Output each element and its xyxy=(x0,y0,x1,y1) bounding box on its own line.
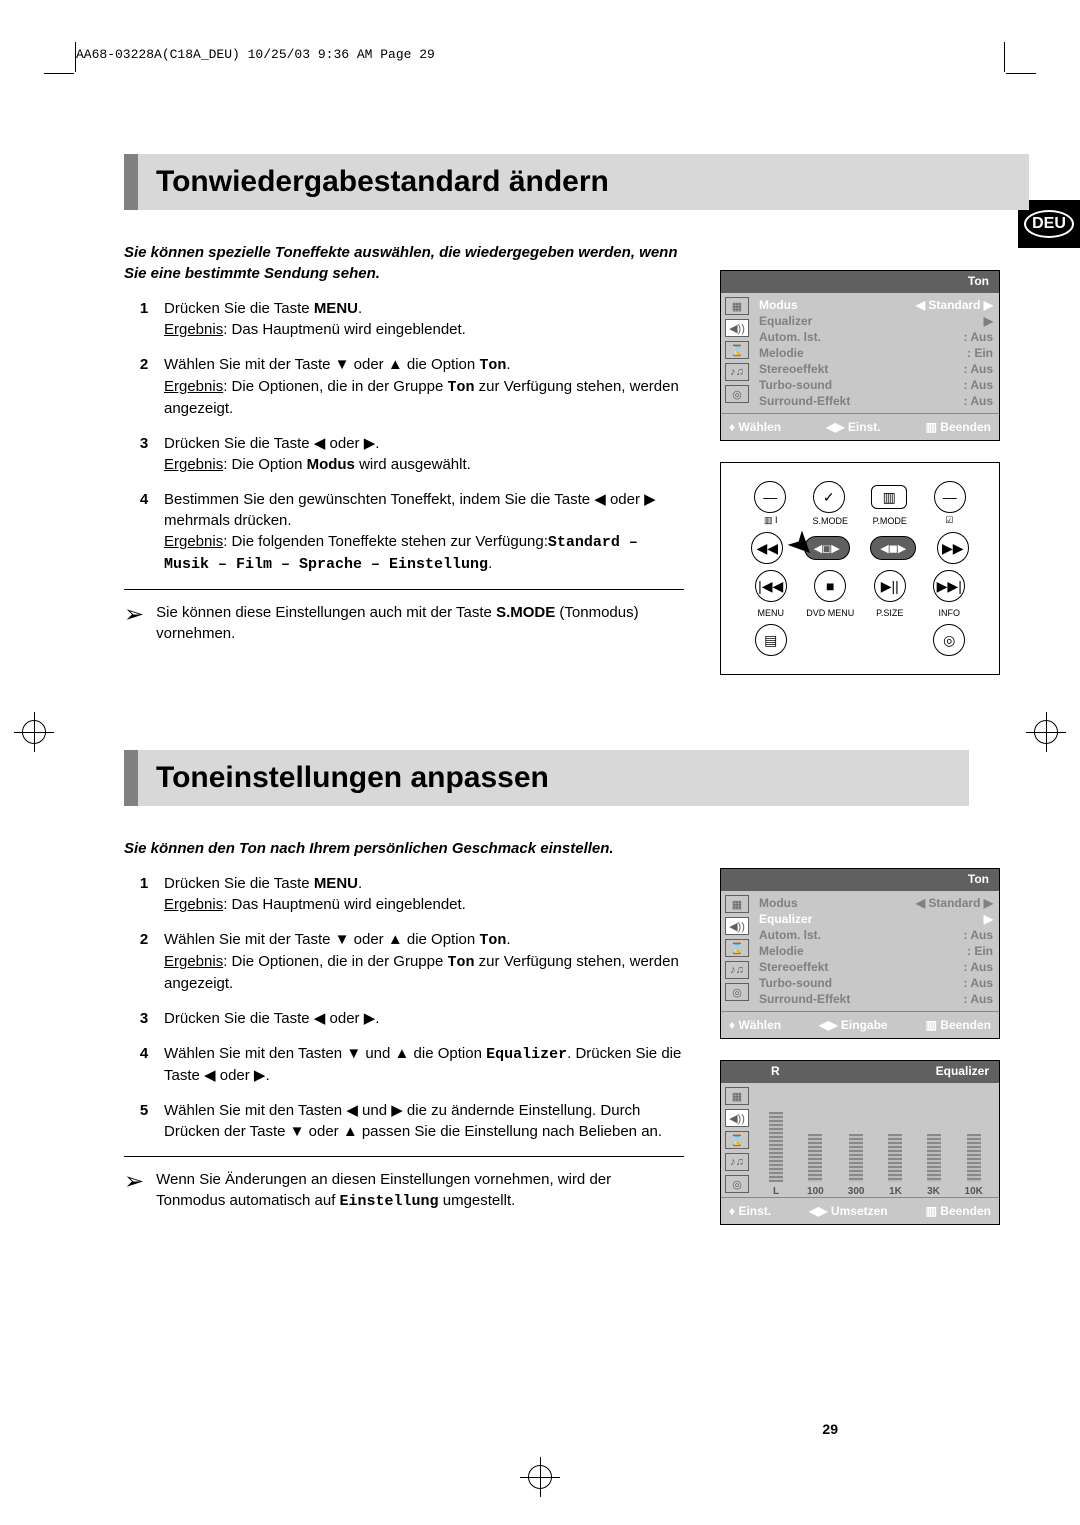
osd-icon-col: ▦◀))⌛♪♫◎ xyxy=(721,293,753,413)
eq-band: L xyxy=(769,1112,783,1197)
remote-menu[interactable]: ▥ xyxy=(871,485,907,509)
osd1-footer: ♦ Wählen◀▶ Einst.▥ Beenden xyxy=(721,413,999,440)
instruction-step: 1Drücken Sie die Taste MENU.Ergebnis: Da… xyxy=(124,298,684,340)
osd-row: Stereoeffekt: Aus xyxy=(759,959,993,975)
remote-smode-label: S.MODE xyxy=(803,516,857,526)
instruction-step: 3Drücken Sie die Taste ◀ oder ▶.Ergebnis… xyxy=(124,433,684,475)
registration-mark xyxy=(22,720,46,744)
remote-vol-up[interactable]: — xyxy=(934,481,966,513)
eq-footer: ♦ Einst.◀▶ Umsetzen▥ Beenden xyxy=(721,1197,999,1224)
osd-panel-ton2: Ton ▦◀))⌛♪♫◎ Modus◀ Standard ▶Equalizer▶… xyxy=(720,868,1000,1039)
remote-pmode-label: P.MODE xyxy=(863,516,917,526)
language-code: DEU xyxy=(1024,210,1074,238)
osd-row: Melodie: Ein xyxy=(759,943,993,959)
section1-intro: Sie können spezielle Toneffekte auswähle… xyxy=(124,242,684,284)
osd-row: Equalizer▶ xyxy=(759,911,993,927)
remote-control: — ✓ ▥ — ▥ I S.MODE P.MODE ☑ ◀◀ ◀◻▶ ◀◼▶ ▶… xyxy=(720,462,1000,675)
remote-ff[interactable]: ▶▶ xyxy=(937,532,969,564)
remote-rw[interactable]: ◀◀ xyxy=(751,532,783,564)
osd-row: Turbo-sound: Aus xyxy=(759,377,993,393)
eq-band: 300 xyxy=(848,1134,865,1197)
osd-row: Melodie: Ein xyxy=(759,345,993,361)
osd-row: Autom. lst.: Aus xyxy=(759,329,993,345)
page-number: 29 xyxy=(822,1421,838,1437)
remote-stop[interactable]: ■ xyxy=(814,570,846,602)
instruction-step: 4Wählen Sie mit den Tasten ▼ und ▲ die O… xyxy=(124,1043,684,1086)
section2-title: Toneinstellungen anpassen xyxy=(138,750,969,806)
section1-note: ➢ Sie können diese Einstellungen auch mi… xyxy=(124,602,684,644)
remote-next[interactable]: ▶▶| xyxy=(933,570,965,602)
instruction-step: 3Drücken Sie die Taste ◀ oder ▶. xyxy=(124,1008,684,1029)
instruction-step: 1Drücken Sie die Taste MENU.Ergebnis: Da… xyxy=(124,873,684,915)
remote-prev[interactable]: |◀◀ xyxy=(755,570,787,602)
osd-row: Autom. lst.: Aus xyxy=(759,927,993,943)
osd-row: Surround-Effekt: Aus xyxy=(759,393,993,409)
section2-content: Sie können den Ton nach Ihrem persönlich… xyxy=(124,838,684,1212)
equalizer-panel: REqualizer ▦◀))⌛♪♫◎ L 100 300 1K 3K 10K ♦ Ein… xyxy=(720,1060,1000,1225)
crop-mark xyxy=(1006,73,1036,74)
remote-info[interactable]: ◎ xyxy=(933,624,965,656)
osd-row: Modus◀ Standard ▶ xyxy=(759,895,993,911)
instruction-step: 2Wählen Sie mit der Taste ▼ oder ▲ die O… xyxy=(124,354,684,419)
remote-menu2[interactable]: ▤ xyxy=(755,624,787,656)
section1-title: Tonwiedergabestandard ändern xyxy=(138,154,1029,210)
remote-ii-label: ▥ I xyxy=(744,515,798,526)
header-code: AA68-03228A(C18A_DEU) 10/25/03 9:36 AM P… xyxy=(76,47,435,62)
osd2-title: Ton xyxy=(721,869,999,891)
registration-mark xyxy=(1034,720,1058,744)
instruction-step: 5Wählen Sie mit den Tasten ◀ und ▶ die z… xyxy=(124,1100,684,1142)
crop-mark xyxy=(75,42,76,72)
eq-band: 1K xyxy=(888,1134,902,1197)
section2-header: Toneinstellungen anpassen xyxy=(124,750,969,806)
crop-mark xyxy=(1004,42,1005,72)
registration-mark xyxy=(528,1465,552,1489)
instruction-step: 2Wählen Sie mit der Taste ▼ oder ▲ die O… xyxy=(124,929,684,994)
osd-row: Turbo-sound: Aus xyxy=(759,975,993,991)
section1-content: Sie können spezielle Toneffekte auswähle… xyxy=(124,242,684,644)
section1-header: Tonwiedergabestandard ändern xyxy=(124,154,1029,210)
osd-row: Stereoeffekt: Aus xyxy=(759,361,993,377)
osd-icon-col: ▦◀))⌛♪♫◎ xyxy=(721,1083,753,1197)
remote-vol-down[interactable]: — xyxy=(754,481,786,513)
osd2-footer: ♦ Wählen◀▶ Eingabe▥ Beenden xyxy=(721,1011,999,1038)
osd-row: Modus◀ Standard ▶ xyxy=(759,297,993,313)
eq-band: 10K xyxy=(965,1134,983,1197)
osd1-title: Ton xyxy=(721,271,999,293)
note-icon: ➢ xyxy=(124,598,144,644)
note-icon: ➢ xyxy=(124,1165,144,1212)
osd-icon-col: ▦◀))⌛♪♫◎ xyxy=(721,891,753,1011)
eq-band: 3K xyxy=(927,1134,941,1197)
osd-row: Equalizer▶ xyxy=(759,313,993,329)
osd-row: Surround-Effekt: Aus xyxy=(759,991,993,1007)
remote-tt-label: ☑ xyxy=(922,515,976,526)
section2-note: ➢ Wenn Sie Änderungen an diesen Einstell… xyxy=(124,1169,684,1212)
section2-intro: Sie können den Ton nach Ihrem persönlich… xyxy=(124,838,684,859)
remote-playpause[interactable]: ▶|| xyxy=(874,570,906,602)
crop-mark xyxy=(44,73,74,74)
remote-nav-misc[interactable]: ◀◼▶ xyxy=(870,536,916,560)
eq-header: REqualizer xyxy=(721,1061,999,1083)
eq-band: 100 xyxy=(807,1134,824,1197)
osd-panel-ton: Ton ▦◀))⌛♪♫◎ Modus◀ Standard ▶Equalizer▶… xyxy=(720,270,1000,441)
instruction-step: 4Bestimmen Sie den gewünschten Toneffekt… xyxy=(124,489,684,575)
remote-check[interactable]: ✓ xyxy=(813,481,845,513)
